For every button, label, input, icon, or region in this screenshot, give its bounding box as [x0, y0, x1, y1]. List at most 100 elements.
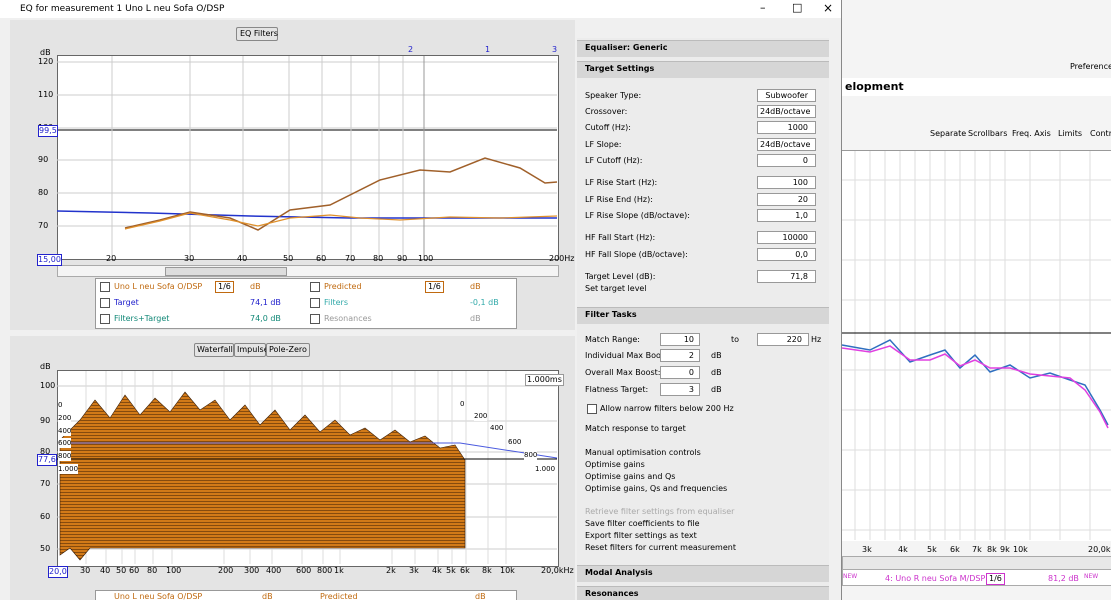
checkbox[interactable] — [587, 404, 597, 414]
section-header[interactable] — [577, 40, 829, 57]
legend-value: dB — [475, 592, 486, 600]
level-marker: 99,5 — [38, 125, 58, 137]
bg-legend — [842, 569, 1111, 586]
bg-x-tick-label: 4k — [898, 545, 908, 554]
tab-label: Pole-Zero — [269, 345, 307, 354]
field-label: Individual Max Boost: — [585, 351, 671, 360]
legend-name: Predicted — [324, 282, 362, 291]
field-value: 10000 — [782, 233, 808, 242]
scroll-thumb[interactable] — [165, 267, 287, 276]
field-input[interactable] — [757, 121, 816, 134]
legend-checkbox[interactable] — [100, 282, 110, 292]
field-input[interactable] — [757, 231, 816, 244]
legend-value: 74,0 dB — [250, 314, 281, 323]
x-tick-label: 50 — [283, 254, 294, 263]
section-title: Filter Tasks — [585, 310, 637, 319]
field-input[interactable] — [757, 89, 816, 102]
field-label: HF Fall Slope (dB/octave): — [585, 250, 688, 259]
x-tick-label: 20,0 — [48, 566, 68, 578]
tab[interactable] — [194, 343, 234, 357]
action-link: Manual optimisation controls — [585, 448, 701, 457]
x-tick-label: 400 — [266, 566, 282, 575]
checkbox-label: Allow narrow filters below 200 Hz — [600, 404, 734, 413]
field-input[interactable] — [757, 209, 816, 222]
legend-name: Filters+Target — [114, 314, 170, 323]
legend-checkbox[interactable] — [100, 314, 110, 324]
tab[interactable] — [266, 343, 310, 357]
time-label: 200 — [474, 411, 488, 421]
action-link: Export filter settings as text — [585, 531, 697, 540]
x-tick-label: 100 — [418, 254, 434, 263]
field-label: LF Cutoff (Hz): — [585, 156, 643, 165]
section-header[interactable] — [577, 61, 829, 78]
time-label: 800 — [58, 451, 72, 461]
y-tick-label: 70 — [38, 221, 49, 230]
x-tick-label: 6k — [460, 566, 470, 575]
field-input[interactable] — [757, 248, 816, 261]
section-header[interactable] — [577, 307, 829, 324]
y-tick-label: 90 — [38, 155, 49, 164]
time-label: 600 — [508, 437, 522, 447]
minimize[interactable]: – — [760, 1, 766, 14]
time-label: 1.000 — [58, 464, 79, 474]
legend-value: dB — [470, 314, 481, 323]
x-tick-label: 4k — [432, 566, 442, 575]
bg-x-tick-label: 10k — [1013, 545, 1028, 554]
eq-filters-button[interactable] — [236, 27, 278, 41]
legend-smoothing: 1/6 — [986, 573, 1005, 585]
field-input[interactable] — [660, 349, 700, 362]
field-label: Speaker Type: — [585, 91, 642, 100]
time-label: 600 — [58, 438, 72, 448]
section-header[interactable] — [577, 565, 829, 582]
field-input[interactable] — [660, 333, 700, 346]
field-input[interactable] — [757, 138, 816, 151]
field-value: 2 — [688, 351, 694, 360]
x-tick-label: 200Hz — [549, 254, 575, 263]
field-label: LF Slope: — [585, 140, 622, 149]
field-input[interactable] — [660, 383, 700, 396]
legend-name: Uno L neu Sofa O/DSP — [114, 282, 203, 291]
x-tick-label: 2k — [386, 566, 396, 575]
time-label: 400 — [490, 423, 504, 433]
legend-name: Uno L neu Sofa O/DSP — [114, 592, 203, 600]
field-value: Subwoofer — [765, 91, 808, 100]
legend-name: Predicted — [320, 592, 358, 600]
x-tick-label: 60 — [316, 254, 327, 263]
bg-toolbar-label: Freq. Axis — [1012, 129, 1051, 138]
field-label: Cutoff (Hz): — [585, 123, 631, 132]
bg-x-tick-label: 6k — [950, 545, 960, 554]
field-input[interactable] — [757, 333, 809, 346]
x-tick-label: 3k — [409, 566, 419, 575]
x-tick-label: 200 — [218, 566, 234, 575]
time-label: 800 — [524, 450, 538, 460]
legend-checkbox[interactable] — [310, 298, 320, 308]
field-label: LF Rise Start (Hz): — [585, 178, 658, 187]
section-header[interactable] — [577, 586, 829, 600]
field-input[interactable] — [757, 176, 816, 189]
x-tick-label: 70 — [345, 254, 356, 263]
legend-checkbox[interactable] — [310, 314, 320, 324]
bg-x-tick-label: 3k — [862, 545, 872, 554]
legend-checkbox[interactable] — [100, 298, 110, 308]
tab[interactable] — [234, 343, 266, 357]
maximize[interactable]: □ — [792, 1, 803, 14]
field-input[interactable] — [660, 366, 700, 379]
close[interactable]: × — [823, 1, 834, 15]
legend-value: -0,1 dB — [470, 298, 499, 307]
time-label: 400 — [58, 426, 72, 436]
x-tick-label: 50 — [116, 566, 127, 575]
y-tick-label: 70 — [40, 479, 51, 488]
field-input[interactable] — [757, 105, 816, 118]
legend-checkbox[interactable] — [310, 282, 320, 292]
field-input[interactable] — [757, 193, 816, 206]
field-value: 10 — [683, 335, 694, 344]
legend-name: 4: Uno R neu Sofa M/DSP — [885, 574, 986, 583]
field-input[interactable] — [757, 154, 816, 167]
legend-value: dB — [262, 592, 273, 600]
field-input[interactable] — [757, 270, 816, 283]
field-value: 1,0 — [795, 211, 808, 220]
x-tick-label: 60 — [129, 566, 140, 575]
x-tick-label: 8k — [482, 566, 492, 575]
field-value: 24dB/octave — [760, 107, 811, 116]
field-value: 0 — [802, 156, 808, 165]
